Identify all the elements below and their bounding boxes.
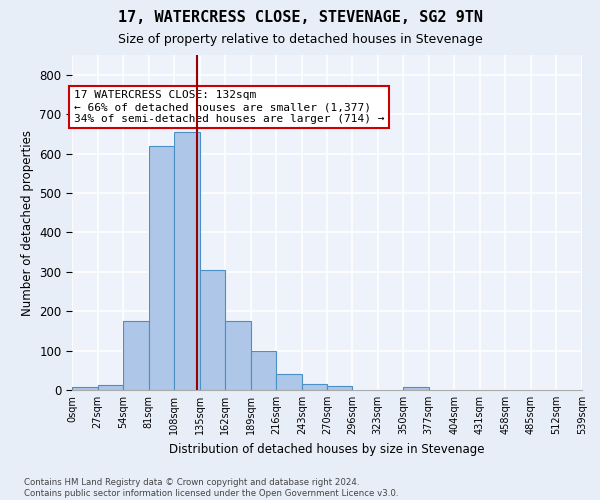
Bar (98, 385, 123, 390)
Bar (277, 374, 302, 390)
Bar (200, 270, 225, 390)
Bar (72, 387, 98, 390)
Text: Size of property relative to detached houses in Stevenage: Size of property relative to detached ho… (118, 32, 482, 46)
X-axis label: Distribution of detached houses by size in Stevenage: Distribution of detached houses by size … (169, 442, 485, 456)
Bar (225, 321, 251, 390)
Bar (149, 146, 174, 390)
Text: 17, WATERCRESS CLOSE, STEVENAGE, SG2 9TN: 17, WATERCRESS CLOSE, STEVENAGE, SG2 9TN (118, 10, 482, 25)
Bar (403, 387, 429, 390)
Text: 17 WATERCRESS CLOSE: 132sqm
← 66% of detached houses are smaller (1,377)
34% of : 17 WATERCRESS CLOSE: 132sqm ← 66% of det… (74, 90, 385, 124)
Bar (328, 386, 352, 390)
Bar (174, 132, 200, 390)
Bar (123, 321, 149, 390)
Bar (302, 384, 328, 390)
Text: Contains HM Land Registry data © Crown copyright and database right 2024.
Contai: Contains HM Land Registry data © Crown c… (24, 478, 398, 498)
Bar (251, 352, 277, 390)
Y-axis label: Number of detached properties: Number of detached properties (21, 130, 34, 316)
